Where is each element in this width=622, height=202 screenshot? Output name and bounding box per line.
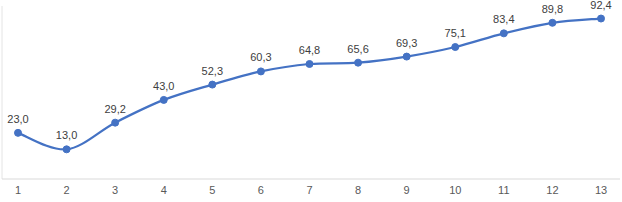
point-marker xyxy=(549,19,556,26)
point-marker xyxy=(452,44,459,51)
x-tick-label: 2 xyxy=(64,184,70,196)
data-label: 69,3 xyxy=(396,37,417,49)
x-tick-label: 6 xyxy=(258,184,264,196)
point-marker xyxy=(355,59,362,66)
x-tick-label: 13 xyxy=(595,184,607,196)
point-marker xyxy=(257,68,264,75)
point-marker xyxy=(160,96,167,103)
x-axis-line xyxy=(2,179,620,180)
x-tick-label: 9 xyxy=(404,184,410,196)
chart: 1234567891011121323,013,029,243,052,360,… xyxy=(0,0,622,202)
data-label: 23,0 xyxy=(7,113,28,125)
x-tick-label: 10 xyxy=(449,184,461,196)
point-marker xyxy=(209,81,216,88)
data-label: 60,3 xyxy=(250,51,271,63)
x-tick-label: 8 xyxy=(355,184,361,196)
x-tick-label: 7 xyxy=(306,184,312,196)
x-tick-label: 11 xyxy=(498,184,509,196)
point-marker xyxy=(500,30,507,37)
data-label: 52,3 xyxy=(202,65,223,77)
point-marker xyxy=(15,129,22,136)
data-label: 43,0 xyxy=(153,80,174,92)
data-label: 75,1 xyxy=(445,27,466,39)
x-tick-label: 5 xyxy=(209,184,215,196)
data-label: 89,8 xyxy=(542,3,563,15)
point-marker xyxy=(306,60,313,67)
point-marker xyxy=(403,53,410,60)
chart-container: 1234567891011121323,013,029,243,052,360,… xyxy=(0,0,622,202)
point-marker xyxy=(112,119,119,126)
data-label: 13,0 xyxy=(56,129,77,141)
point-marker xyxy=(63,146,70,153)
x-tick-label: 3 xyxy=(112,184,118,196)
x-tick-label: 12 xyxy=(546,184,558,196)
y-axis-line xyxy=(2,6,3,179)
x-tick-label: 1 xyxy=(15,184,21,196)
data-label: 65,6 xyxy=(347,43,368,55)
data-label: 92,4 xyxy=(590,0,611,11)
data-label: 83,4 xyxy=(493,13,514,25)
point-marker xyxy=(598,15,605,22)
plot-area xyxy=(15,15,605,153)
series-line xyxy=(18,19,601,150)
x-tick-label: 4 xyxy=(161,184,167,196)
data-label: 64,8 xyxy=(299,44,320,56)
data-label: 29,2 xyxy=(104,103,125,115)
